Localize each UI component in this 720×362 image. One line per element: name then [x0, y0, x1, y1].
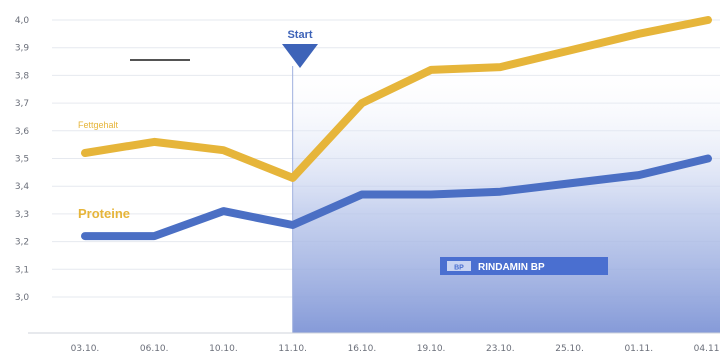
series-label-proteine: Proteine	[78, 206, 130, 221]
y-tick-label: 3,2	[15, 238, 29, 248]
x-tick-label: 25.10.	[555, 344, 584, 354]
product-label-text: RINDAMIN BP	[478, 262, 545, 273]
series-line-fett	[81, 16, 712, 182]
y-axis: 4,0 3,9 3,8 3,7 3,6 3,5 3,4 3,3 3,2 3,1 3,0	[15, 16, 30, 303]
x-tick-label: 06.10.	[140, 344, 169, 354]
y-tick-label: 4,0	[15, 16, 30, 26]
y-tick-label: 3,8	[15, 71, 30, 81]
x-tick-label: 04.11.	[694, 344, 720, 354]
data-point-proteine	[429, 193, 433, 197]
start-marker-label: Start	[287, 29, 312, 41]
data-point-proteine	[706, 157, 710, 160]
data-point-proteine	[152, 234, 156, 238]
y-tick-label: 3,9	[15, 44, 30, 54]
y-tick-label: 3,6	[15, 127, 30, 137]
data-point-proteine	[291, 223, 295, 227]
x-tick-label: 19.10.	[417, 344, 446, 354]
data-point-fett	[360, 101, 364, 105]
data-point-proteine	[637, 173, 641, 177]
data-point-fett	[83, 151, 87, 155]
data-point-fett	[152, 140, 156, 144]
y-tick-label: 3,5	[15, 155, 29, 165]
x-tick-label: 10.10.	[209, 344, 238, 354]
series-label-fett: Fettgehalt	[78, 120, 119, 130]
y-tick-label: 3,1	[15, 265, 29, 275]
x-tick-label: 23.10.	[486, 344, 515, 354]
x-tick-label: 16.10.	[348, 344, 377, 354]
data-point-proteine	[498, 190, 502, 194]
y-tick-label: 3,4	[15, 182, 30, 192]
series-line-proteine	[81, 154, 712, 241]
data-point-fett	[429, 68, 433, 72]
product-label: BP RINDAMIN BP	[440, 257, 608, 275]
data-point-fett	[221, 148, 225, 152]
start-marker-icon	[282, 44, 318, 68]
data-point-proteine	[221, 209, 225, 213]
x-tick-label: 01.11.	[624, 344, 653, 354]
data-point-fett	[637, 32, 641, 36]
y-tick-label: 3,7	[15, 99, 29, 109]
y-tick-label: 3,0	[15, 293, 30, 303]
x-tick-label: 11.10.	[278, 344, 307, 354]
y-tick-label: 3,3	[15, 210, 29, 220]
x-axis: 03.10. 06.10. 10.10. 11.10. 16.10. 19.10. 23.1…	[71, 344, 720, 354]
data-point-fett	[291, 176, 295, 180]
data-point-proteine	[83, 234, 87, 238]
data-point-proteine	[360, 193, 364, 197]
data-point-fett	[706, 18, 710, 22]
data-point-fett	[498, 65, 502, 69]
x-tick-label: 03.10.	[71, 344, 100, 354]
data-point-fett	[568, 48, 572, 52]
data-point-proteine	[568, 181, 572, 185]
product-label-badge: BP	[454, 265, 464, 272]
series-layer	[81, 16, 712, 241]
